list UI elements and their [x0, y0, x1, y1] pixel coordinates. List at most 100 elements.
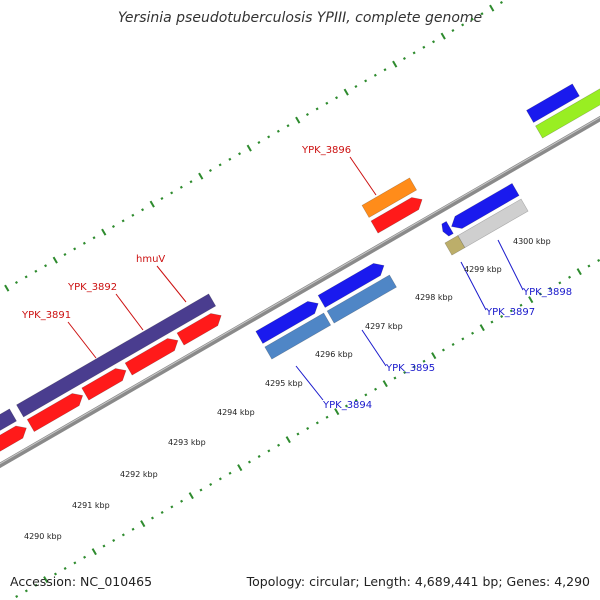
inner-tick-mark	[479, 324, 485, 332]
outer-tick-mark	[489, 4, 495, 12]
cds-blue-ypk3895	[317, 263, 385, 308]
outer-tick-mark	[470, 17, 474, 21]
outer-tick-mark	[34, 269, 38, 273]
cds-steelblue-ypk3895	[326, 274, 397, 324]
outer-tick-mark	[286, 124, 290, 128]
inner-tick-mark	[490, 320, 494, 324]
outer-tick-mark	[354, 84, 358, 89]
outer-tick-mark	[335, 96, 339, 100]
outer-tick-mark	[14, 280, 18, 285]
inner-tick-mark	[500, 314, 504, 318]
leader-ypk3895	[361, 329, 387, 367]
inner-tick-mark	[228, 471, 232, 475]
outer-tick-mark	[325, 101, 329, 105]
cds-red-a	[124, 338, 179, 376]
inner-tick-mark	[528, 296, 534, 304]
inner-tick-mark	[382, 380, 388, 388]
kbp-label-4300: 4300 kbp	[513, 237, 551, 246]
cds-red-ypk3892	[81, 368, 127, 401]
kbp-label-4296: 4296 kbp	[315, 350, 353, 359]
cds-purple-left	[0, 408, 17, 431]
inner-tick-mark	[451, 342, 455, 346]
outer-tick-mark	[267, 135, 271, 139]
inner-tick-mark	[91, 548, 97, 556]
outer-tick-mark	[257, 140, 261, 145]
inner-tick-mark	[548, 286, 552, 290]
outer-tick-ruler	[4, 0, 503, 292]
backbone-highlight	[0, 116, 600, 465]
inner-tick-ruler	[15, 258, 600, 598]
cds-orange-ypk3896	[361, 177, 418, 218]
outer-tick-mark	[179, 185, 183, 189]
gene-label-ypk3897: YPK_3897	[485, 307, 535, 318]
gene-label-ypk3896: YPK_3896	[301, 145, 351, 156]
outer-tick-mark	[131, 213, 135, 217]
kbp-label-4293: 4293 kbp	[168, 438, 206, 447]
gene-label-ypk3891: YPK_3891	[21, 310, 71, 321]
inner-tick-mark	[519, 303, 523, 307]
inner-tick-mark	[83, 555, 87, 559]
inner-tick-mark	[441, 348, 445, 352]
inner-tick-mark	[576, 268, 582, 276]
inner-tick-mark	[461, 337, 465, 341]
outer-tick-mark	[402, 56, 406, 61]
inner-tick-mark	[374, 387, 378, 391]
inner-tick-mark	[334, 408, 340, 416]
inner-tick-mark	[199, 488, 203, 492]
inner-tick-mark	[121, 533, 125, 537]
outer-tick-mark	[121, 219, 125, 223]
outer-tick-mark	[141, 208, 145, 212]
inner-tick-mark	[344, 404, 348, 408]
outer-tick-mark	[4, 284, 10, 292]
cds-blue-ypk3898	[451, 182, 520, 229]
cds-steelblue-ypk3894	[264, 312, 332, 360]
inner-tick-mark	[170, 505, 174, 509]
outer-tick-mark	[364, 79, 368, 83]
inner-tick-mark	[53, 572, 57, 576]
kbp-label-4290: 4290 kbp	[24, 532, 62, 541]
inner-tick-mark	[247, 460, 251, 464]
outer-tick-mark	[44, 264, 48, 268]
inner-tick-mark	[393, 376, 397, 380]
inner-tick-mark	[257, 454, 261, 458]
outer-tick-mark	[63, 252, 67, 257]
outer-tick-mark	[82, 241, 86, 245]
outer-tick-mark	[149, 200, 155, 208]
map-title: Yersinia pseudotuberculosis YPIII, compl…	[117, 10, 483, 26]
inner-tick-mark	[296, 432, 300, 436]
inner-tick-mark	[538, 292, 542, 296]
outer-tick-mark	[383, 68, 387, 72]
kbp-label-4298: 4298 kbp	[415, 293, 453, 302]
leader-ypk3898	[497, 239, 524, 291]
accession-text: Accession: NC_010465	[10, 574, 153, 589]
outer-tick-mark	[73, 247, 77, 251]
leader-ypk3894	[295, 365, 324, 401]
inner-tick-mark	[471, 331, 475, 335]
backbone-line	[0, 115, 600, 469]
outer-tick-mark	[208, 168, 212, 173]
outer-tick-mark	[480, 12, 484, 16]
genome-backbone	[0, 115, 600, 469]
label-leaders	[67, 156, 524, 401]
inner-tick-mark	[277, 443, 281, 447]
cds-blue-ypk3894	[255, 301, 319, 344]
kbp-label-4299: 4299 kbp	[464, 265, 502, 274]
inner-tick-mark	[587, 264, 591, 268]
kbp-label-4292: 4292 kbp	[120, 470, 158, 479]
outer-tick-mark	[412, 51, 416, 55]
inner-tick-mark	[325, 415, 329, 419]
outer-tick-mark	[276, 129, 280, 133]
cds-red-ypk3891	[26, 393, 84, 433]
kbp-label-4294: 4294 kbp	[217, 408, 255, 417]
leader-ypk3892	[115, 293, 144, 331]
inner-tick-mark	[63, 566, 67, 570]
outer-tick-mark	[198, 172, 204, 180]
outer-tick-mark	[24, 275, 28, 279]
gene-label-ypk3892: YPK_3892	[67, 282, 117, 293]
inner-tick-mark	[73, 561, 77, 565]
kbp-label-4295: 4295 kbp	[265, 379, 303, 388]
inner-tick-mark	[112, 538, 116, 542]
inner-tick-mark	[422, 359, 426, 363]
inner-tick-mark	[140, 520, 146, 528]
